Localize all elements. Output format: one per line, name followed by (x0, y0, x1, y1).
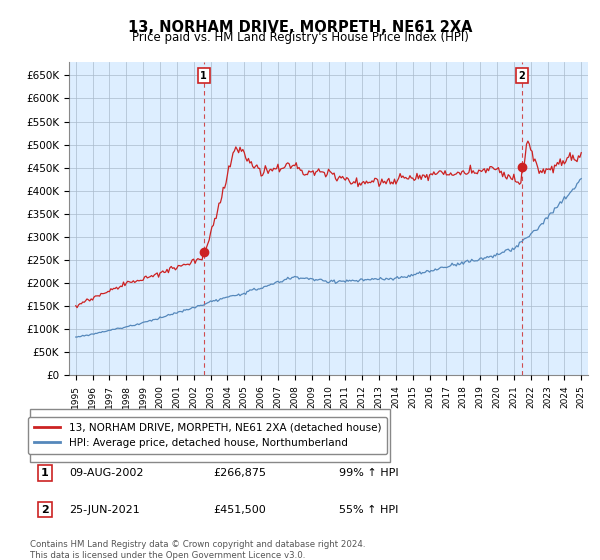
Text: £451,500: £451,500 (213, 505, 266, 515)
FancyBboxPatch shape (30, 409, 390, 462)
Text: Contains HM Land Registry data © Crown copyright and database right 2024.
This d: Contains HM Land Registry data © Crown c… (30, 540, 365, 560)
Text: 2: 2 (518, 71, 526, 81)
Text: 2: 2 (41, 505, 49, 515)
Text: 25-JUN-2021: 25-JUN-2021 (69, 505, 140, 515)
Text: 99% ↑ HPI: 99% ↑ HPI (339, 468, 398, 478)
Legend: 13, NORHAM DRIVE, MORPETH, NE61 2XA (detached house), HPI: Average price, detach: 13, NORHAM DRIVE, MORPETH, NE61 2XA (det… (28, 417, 388, 454)
Text: 13, NORHAM DRIVE, MORPETH, NE61 2XA: 13, NORHAM DRIVE, MORPETH, NE61 2XA (128, 20, 472, 35)
Text: Price paid vs. HM Land Registry's House Price Index (HPI): Price paid vs. HM Land Registry's House … (131, 31, 469, 44)
Text: 09-AUG-2002: 09-AUG-2002 (69, 468, 143, 478)
Text: 1: 1 (200, 71, 207, 81)
Text: £266,875: £266,875 (213, 468, 266, 478)
Text: 55% ↑ HPI: 55% ↑ HPI (339, 505, 398, 515)
Text: 1: 1 (41, 468, 49, 478)
